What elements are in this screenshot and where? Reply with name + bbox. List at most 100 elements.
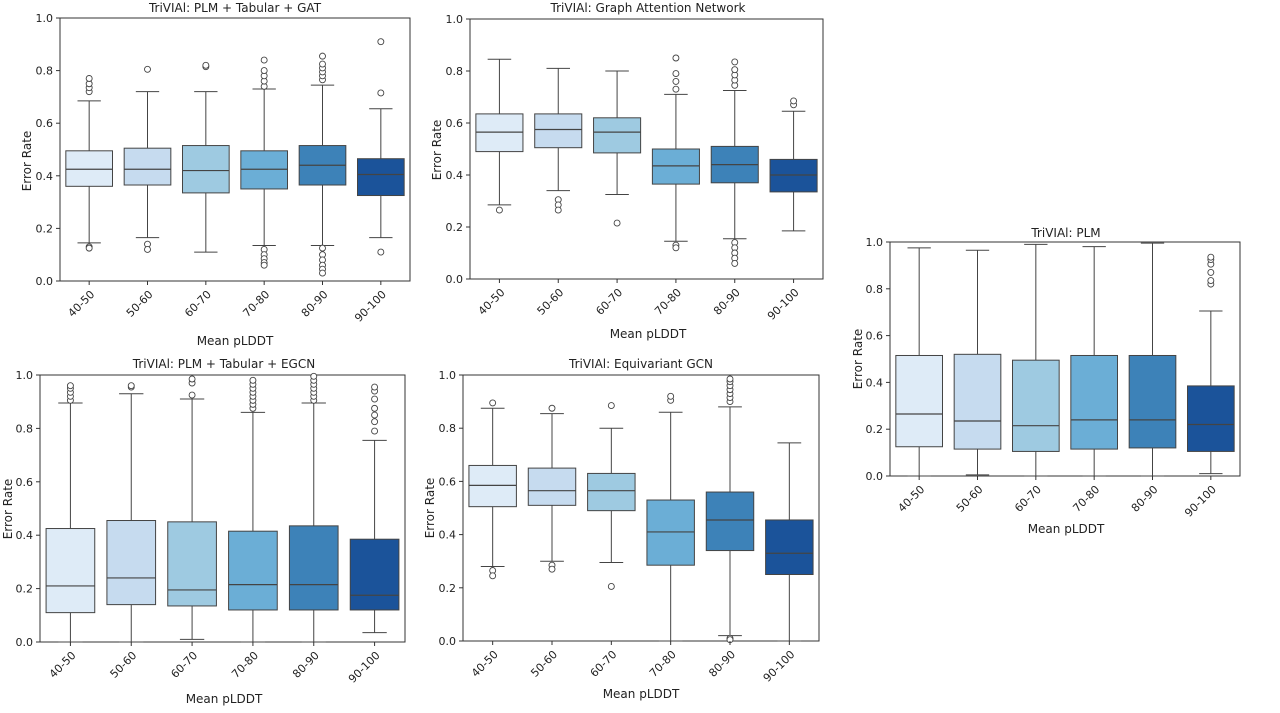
box-40-50 [475, 113, 524, 153]
outlier-point [489, 399, 497, 407]
y-tick-label: 1.0 [16, 369, 34, 382]
x-axis-label: Mean pLDDT [186, 692, 263, 706]
outlier-point [548, 565, 556, 573]
outlier-point [672, 85, 680, 93]
y-axis-label: Error Rate [1, 479, 15, 540]
x-tick-label: 90-100 [346, 649, 383, 686]
outlier-point [319, 60, 326, 68]
outlier-point [495, 206, 503, 214]
box-50-60 [123, 147, 172, 186]
x-axis-label: Mean pLDDT [610, 327, 687, 341]
outlier-point [377, 248, 385, 256]
chart-title: TriVIAl: PLM [1030, 226, 1100, 240]
chart-title: TriVIAl: Equivariant GCN [568, 357, 713, 371]
box-70-80 [646, 499, 695, 566]
box-50-60 [953, 353, 1002, 450]
box-90-100 [769, 158, 818, 193]
outlier-point [371, 395, 379, 403]
y-tick-label: 0.6 [439, 475, 457, 488]
panel-equivariant-gcn: TriVIAl: Equivariant GCN Error Rate Mean… [423, 357, 820, 701]
box-40-50 [65, 150, 114, 187]
x-axis-label: Mean pLDDT [197, 334, 274, 348]
x-tick-label: 80-90 [299, 288, 331, 320]
x-tick-label: 80-90 [1129, 483, 1161, 515]
outlier-point [310, 372, 318, 380]
box-50-60 [106, 520, 157, 606]
y-tick-label: 0.4 [439, 529, 457, 542]
chart-title: TriVIAl: Graph Attention Network [550, 1, 746, 15]
y-axis-label: Error Rate [20, 131, 34, 192]
y-tick-label: 0.2 [36, 222, 54, 235]
panel-plm-tabular-gat: TriVIAl: PLM + Tabular + GAT Error Rate … [20, 1, 411, 348]
plot-frame [462, 374, 820, 642]
box-90-100 [1187, 385, 1235, 452]
y-tick-label: 0.0 [446, 273, 464, 286]
outlier-point [371, 411, 379, 419]
outlier-point [249, 376, 257, 384]
x-tick-label: 40-50 [65, 288, 97, 320]
x-tick-label: 40-50 [469, 648, 501, 680]
outlier-point [731, 259, 739, 267]
box-60-70 [167, 521, 217, 607]
y-tick-label: 0.8 [36, 65, 54, 78]
outlier-point [66, 382, 74, 390]
x-tick-label: 60-70 [1012, 483, 1044, 515]
outlier-point [607, 402, 615, 410]
chart-title: TriVIAl: PLM + Tabular + GAT [148, 1, 322, 15]
y-tick-label: 0.2 [439, 582, 457, 595]
x-tick-label: 50-60 [535, 286, 567, 318]
outlier-point [319, 52, 326, 60]
outlier-point [1207, 268, 1215, 276]
outlier-point [548, 404, 556, 412]
outlier-point [613, 219, 621, 227]
outlier-point [144, 65, 151, 73]
box-90-100 [349, 538, 400, 611]
y-tick-label: 0.2 [16, 583, 34, 596]
x-tick-label: 60-70 [588, 648, 620, 680]
box-70-80 [240, 150, 288, 190]
y-tick-label: 0.2 [446, 221, 464, 234]
plot-frame [469, 18, 824, 280]
x-tick-label: 60-70 [593, 286, 625, 318]
box-70-80 [228, 530, 278, 611]
y-tick-label: 0.6 [866, 330, 884, 343]
box-80-90 [1128, 354, 1177, 449]
box-90-100 [357, 158, 405, 197]
x-tick-label: 90-100 [1182, 483, 1219, 520]
y-tick-label: 0.6 [36, 117, 54, 130]
outlier-point [85, 244, 93, 252]
box-60-70 [1012, 359, 1060, 452]
x-axis-label: Mean pLDDT [603, 687, 680, 701]
box-90-100 [765, 519, 814, 575]
box-40-50 [895, 354, 943, 448]
outlier-point [188, 375, 196, 383]
y-tick-label: 0.4 [446, 169, 464, 182]
box-60-70 [182, 145, 230, 194]
box-40-50 [45, 528, 96, 614]
outlier-point [188, 391, 196, 399]
x-tick-label: 70-80 [652, 286, 684, 318]
x-tick-label: 90-100 [352, 288, 389, 325]
y-tick-label: 1.0 [446, 13, 464, 26]
outlier-point [731, 66, 739, 74]
outlier-point [731, 58, 739, 66]
outlier-point [260, 67, 268, 75]
outlier-point [607, 583, 615, 590]
y-axis-label: Error Rate [423, 478, 437, 539]
x-tick-label: 90-100 [761, 648, 798, 685]
outlier-point [672, 244, 680, 252]
outlier-point [371, 418, 379, 426]
outlier-point [260, 261, 268, 269]
y-axis-label: Error Rate [851, 329, 865, 390]
plot-frame [39, 374, 406, 643]
x-tick-label: 90-100 [765, 286, 802, 323]
outlier-point [667, 392, 675, 400]
x-tick-label: 40-50 [895, 483, 927, 515]
outlier-point [790, 97, 798, 105]
x-tick-label: 50-60 [528, 648, 560, 680]
y-tick-label: 0.6 [16, 476, 34, 489]
x-tick-label: 70-80 [1070, 483, 1102, 515]
outlier-point [202, 61, 210, 69]
x-tick-label: 70-80 [229, 649, 261, 681]
box-70-80 [1070, 354, 1119, 450]
